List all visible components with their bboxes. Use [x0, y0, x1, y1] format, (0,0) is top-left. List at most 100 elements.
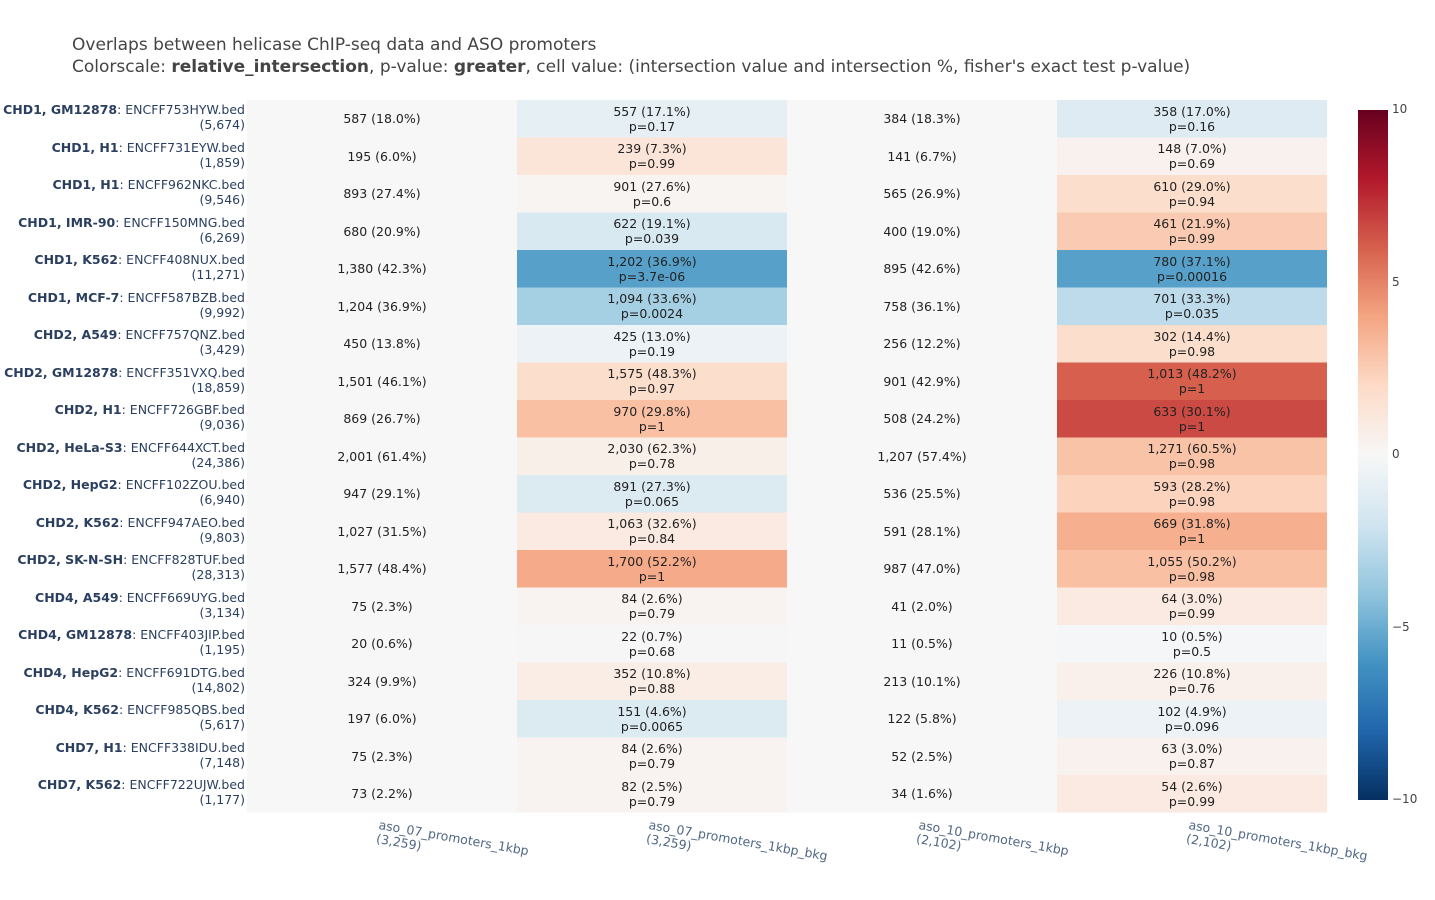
cell-label: 1,013 (48.2%) p=1	[1147, 366, 1237, 397]
heatmap-cell[interactable]	[517, 587, 787, 626]
heatmap-cell[interactable]	[517, 475, 787, 513]
heatmap-cell[interactable]	[787, 737, 1057, 776]
heatmap-cell[interactable]	[1057, 512, 1327, 551]
heatmap-cell[interactable]	[517, 137, 787, 176]
cell-label: 901 (42.9%)	[883, 373, 961, 389]
cell-label: 1,204 (36.9%)	[337, 298, 427, 314]
heatmap-cell[interactable]	[517, 737, 787, 776]
heatmap-cell[interactable]	[1057, 662, 1327, 701]
cell-label: 52 (2.5%)	[891, 748, 953, 764]
heatmap-cell[interactable]	[247, 250, 517, 288]
cell-label: 557 (17.1%) p=0.17	[613, 103, 691, 134]
heatmap-cell[interactable]	[787, 437, 1057, 476]
heatmap-cell[interactable]	[1057, 137, 1327, 176]
heatmap-cell[interactable]	[1057, 437, 1327, 476]
heatmap-cell[interactable]	[517, 212, 787, 251]
heatmap-cell[interactable]	[787, 662, 1057, 701]
heatmap-cell[interactable]	[517, 362, 787, 401]
cell-label: 122 (5.8%)	[887, 711, 957, 727]
heatmap-cell[interactable]	[787, 250, 1057, 288]
row-label: CHD2, K562: ENCFF947AEO.bed (9,803)	[35, 514, 245, 545]
cell-label: 893 (27.4%)	[343, 186, 421, 202]
heatmap-cell[interactable]	[1057, 587, 1327, 626]
heatmap-cell[interactable]	[787, 775, 1057, 813]
heatmap-cell[interactable]	[517, 325, 787, 363]
heatmap-cell[interactable]	[517, 775, 787, 813]
cell-label: 1,575 (48.3%) p=0.97	[607, 366, 697, 397]
heatmap-cell[interactable]	[1057, 175, 1327, 213]
heatmap-cell[interactable]	[517, 662, 787, 701]
heatmap-cell[interactable]	[787, 137, 1057, 176]
heatmap-cell[interactable]	[787, 550, 1057, 588]
heatmap-cell[interactable]	[517, 400, 787, 438]
heatmap-cell[interactable]	[247, 212, 517, 251]
heatmap-cell[interactable]	[787, 475, 1057, 513]
cell-label: 358 (17.0%) p=0.16	[1153, 103, 1231, 134]
cell-label: 895 (42.6%)	[883, 261, 961, 277]
heatmap-cell[interactable]	[247, 137, 517, 176]
heatmap-cell[interactable]	[1057, 400, 1327, 438]
heatmap-cell[interactable]	[787, 175, 1057, 213]
heatmap-cell[interactable]	[1057, 737, 1327, 776]
heatmap-cell[interactable]	[1057, 325, 1327, 363]
heatmap-cell[interactable]	[247, 287, 517, 326]
heatmap-cell[interactable]	[1057, 475, 1327, 513]
cell-label: 84 (2.6%) p=0.79	[621, 591, 683, 622]
heatmap-cell[interactable]	[247, 475, 517, 513]
heatmap-cell[interactable]	[517, 512, 787, 551]
heatmap-cell[interactable]	[517, 250, 787, 288]
heatmap-cell[interactable]	[247, 175, 517, 213]
heatmap-cell[interactable]	[1057, 775, 1327, 813]
heatmap-cell[interactable]	[247, 100, 517, 138]
heatmap-cell[interactable]	[517, 437, 787, 476]
cell-label: 591 (28.1%)	[883, 523, 961, 539]
row-label: CHD7, K562: ENCFF722UJW.bed (1,177)	[37, 777, 245, 807]
cell-label: 34 (1.6%)	[891, 786, 953, 802]
heatmap-cell[interactable]	[787, 587, 1057, 626]
heatmap-cell[interactable]	[247, 700, 517, 738]
heatmap-cell[interactable]	[517, 550, 787, 588]
heatmap-cell[interactable]	[1057, 625, 1327, 663]
heatmap-cell[interactable]	[517, 700, 787, 738]
heatmap-cell[interactable]	[1057, 212, 1327, 251]
cell-label: 141 (6.7%)	[887, 148, 957, 164]
cell-label: 565 (26.9%)	[883, 186, 961, 202]
heatmap-cell[interactable]	[787, 325, 1057, 363]
heatmap-cell[interactable]	[787, 400, 1057, 438]
heatmap-cell[interactable]	[517, 100, 787, 138]
cell-label: 987 (47.0%)	[883, 561, 961, 577]
cell-label: 970 (29.8%) p=1	[613, 403, 691, 434]
heatmap-cell[interactable]	[247, 737, 517, 776]
heatmap-cell[interactable]	[787, 212, 1057, 251]
heatmap-cell[interactable]	[787, 700, 1057, 738]
heatmap-cell[interactable]	[787, 625, 1057, 663]
heatmap-cell[interactable]	[247, 662, 517, 701]
row-label: CHD1, H1: ENCFF962NKC.bed (9,546)	[52, 177, 246, 207]
heatmap-cell[interactable]	[1057, 250, 1327, 288]
heatmap-cell[interactable]	[247, 775, 517, 813]
heatmap-cell[interactable]	[787, 362, 1057, 401]
heatmap-cell[interactable]	[1057, 287, 1327, 326]
heatmap-cell[interactable]	[787, 100, 1057, 138]
heatmap-cell[interactable]	[1057, 700, 1327, 738]
heatmap-cell[interactable]	[1057, 550, 1327, 588]
cell-label: 461 (21.9%) p=0.99	[1153, 216, 1231, 247]
cell-label: 41 (2.0%)	[891, 598, 953, 614]
heatmap-cell[interactable]	[247, 512, 517, 551]
heatmap-cell[interactable]	[517, 287, 787, 326]
heatmap-cell[interactable]	[247, 437, 517, 476]
heatmap-cell[interactable]	[247, 587, 517, 626]
heatmap-cell[interactable]	[1057, 100, 1327, 138]
cell-label: 1,027 (31.5%)	[337, 523, 427, 539]
heatmap-cell[interactable]	[787, 287, 1057, 326]
heatmap-cell[interactable]	[247, 625, 517, 663]
heatmap-cell[interactable]	[247, 325, 517, 363]
heatmap-cell[interactable]	[517, 625, 787, 663]
colorbar-tick-label: 5	[1392, 274, 1400, 289]
heatmap-cell[interactable]	[787, 512, 1057, 551]
heatmap-cell[interactable]	[247, 400, 517, 438]
heatmap-cell[interactable]	[247, 550, 517, 588]
heatmap-cell[interactable]	[517, 175, 787, 213]
heatmap-cell[interactable]	[247, 362, 517, 401]
heatmap-cell[interactable]	[1057, 362, 1327, 401]
